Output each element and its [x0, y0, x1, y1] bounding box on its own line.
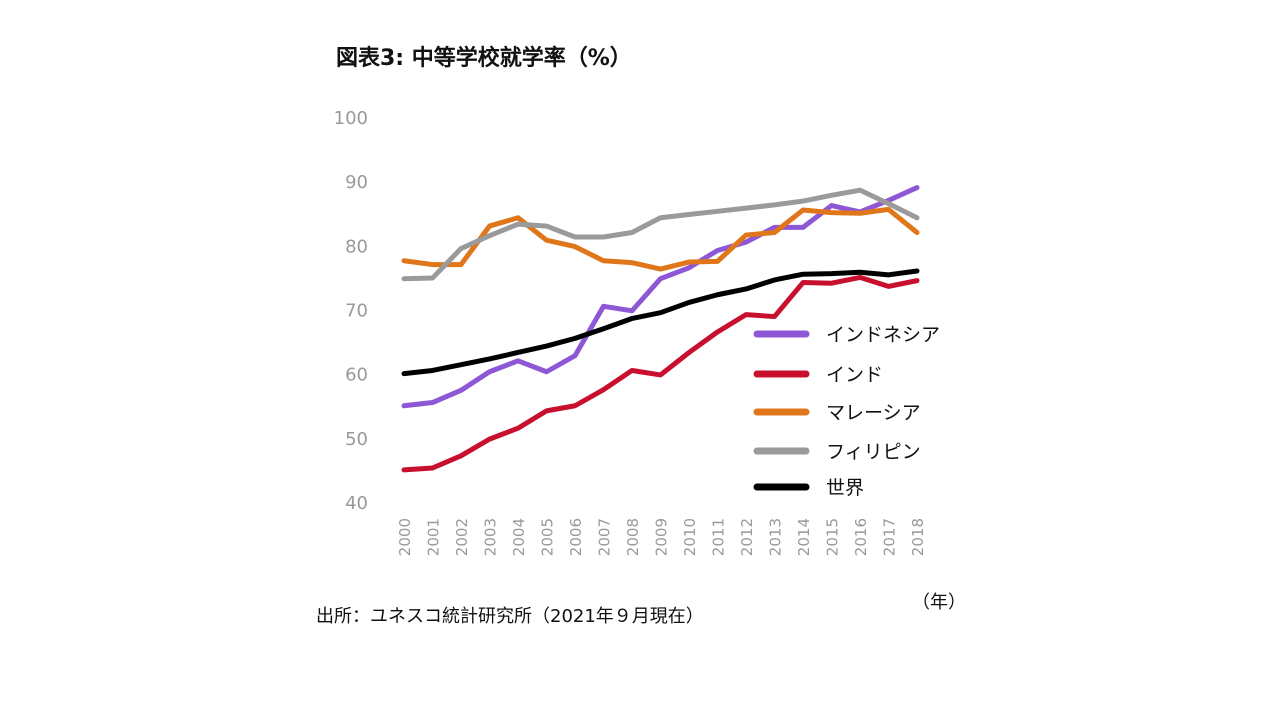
legend-label: インドネシア — [826, 324, 940, 346]
x-tick-label: 2010 — [681, 518, 699, 556]
x-tick-label: 2016 — [852, 518, 870, 556]
y-tick-label: 90 — [345, 172, 368, 193]
x-tick-label: 2002 — [453, 518, 471, 556]
x-tick-label: 2015 — [824, 518, 842, 556]
x-tick-label: 2009 — [653, 518, 671, 556]
x-tick-label: 2012 — [738, 518, 756, 556]
x-tick-label: 2005 — [539, 518, 557, 556]
x-tick-label: 2001 — [425, 518, 443, 556]
x-tick-label: 2013 — [767, 518, 785, 556]
x-axis-unit: （年） — [912, 592, 966, 613]
x-tick-label: 2004 — [510, 518, 528, 556]
source-note: 出所：ユネスコ統計研究所（2021年９月現在） — [316, 606, 704, 627]
x-tick-label: 2017 — [881, 518, 899, 556]
chart-title: 図表3: 中等学校就学率（%） — [336, 46, 632, 71]
x-tick-label: 2003 — [482, 518, 500, 556]
x-tick-label: 2018 — [909, 518, 927, 556]
x-tick-label: 2008 — [624, 518, 642, 556]
y-tick-label: 40 — [345, 493, 368, 514]
series-line-4 — [401, 268, 920, 377]
y-tick-label: 70 — [345, 301, 368, 322]
x-tick-label: 2000 — [396, 518, 414, 556]
legend-label: フィリピン — [826, 441, 921, 463]
x-tick-label: 2014 — [795, 518, 813, 556]
y-tick-label: 80 — [345, 236, 368, 257]
legend-label: 世界 — [826, 477, 864, 499]
y-tick-label: 50 — [345, 429, 368, 450]
y-tick-label: 100 — [334, 108, 368, 129]
legend-label: インド — [826, 364, 883, 386]
legend-label: マレーシア — [826, 402, 921, 424]
y-tick-label: 60 — [345, 365, 368, 386]
x-tick-label: 2006 — [567, 518, 585, 556]
x-tick-label: 2011 — [710, 518, 728, 556]
x-tick-label: 2007 — [596, 518, 614, 556]
